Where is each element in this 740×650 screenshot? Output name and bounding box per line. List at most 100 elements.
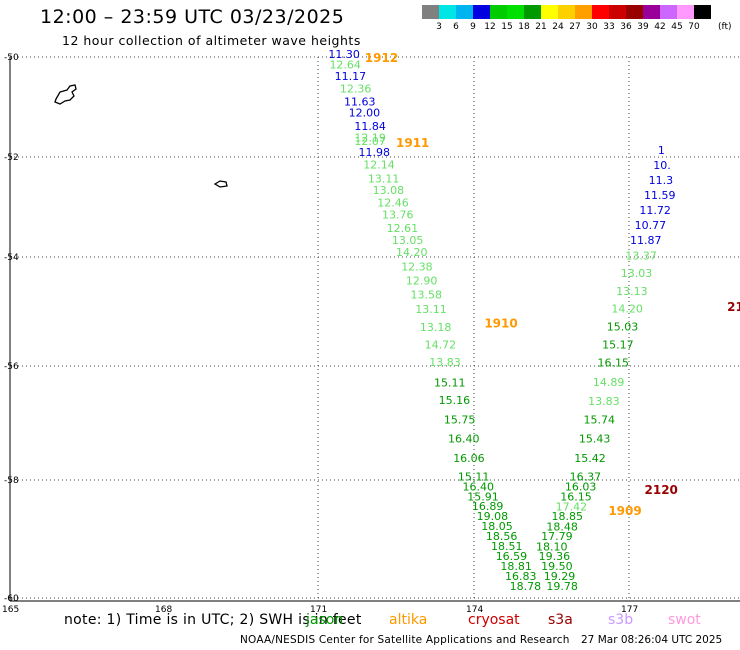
- swh-value: 12.36: [340, 83, 372, 96]
- swh-value: 10.77: [635, 219, 667, 232]
- swh-value: 12.14: [363, 159, 395, 172]
- satellite-legend-s3b: s3b: [608, 612, 634, 628]
- pass-label: 211: [727, 300, 740, 314]
- chart-title: 12:00 – 23:59 UTC 03/23/2025: [40, 6, 345, 28]
- swh-value: 18.85: [552, 510, 584, 523]
- colorbar-label: 70: [688, 22, 700, 32]
- swh-value: 12.61: [387, 222, 419, 235]
- satellite-legend-jason: jason: [306, 612, 344, 628]
- colorbar-label: 45: [671, 22, 683, 32]
- y-tick-label: -58: [4, 476, 19, 486]
- pass-label: 1911: [396, 136, 429, 150]
- swh-value: 14.20: [611, 303, 643, 316]
- x-tick-label: 174: [466, 605, 483, 615]
- swh-value: 16.59: [496, 550, 528, 563]
- swh-value: 16.06: [453, 452, 485, 465]
- island-outline: [54, 84, 77, 105]
- swh-value: 11.3: [649, 174, 674, 187]
- swh-value: 11.59: [644, 189, 676, 202]
- swh-value: 11.87: [630, 234, 662, 247]
- colorbar-label: 9: [470, 22, 476, 32]
- colorbar-swatch: [609, 5, 626, 19]
- swh-value: 15.17: [602, 339, 634, 352]
- swh-value: 18.78: [510, 580, 542, 593]
- colorbar-swatch: [439, 5, 456, 19]
- colorbar-swatch: [541, 5, 558, 19]
- y-tick-label: -60: [4, 594, 19, 604]
- island-outline: [213, 180, 228, 188]
- swh-value: 15.43: [579, 432, 611, 445]
- swh-value: 13.76: [382, 209, 414, 222]
- swh-value: 13.11: [368, 173, 400, 186]
- colorbar-label: 39: [637, 22, 649, 32]
- satellite-legend-swot: swot: [668, 612, 701, 628]
- colorbar-swatch: [643, 5, 660, 19]
- satellite-legend-s3a: s3a: [548, 612, 573, 628]
- swh-value: 13.11: [415, 303, 447, 316]
- colorbar-label: 33: [603, 22, 615, 32]
- pass-label: 1909: [608, 504, 641, 518]
- swh-value: 17.79: [541, 530, 573, 543]
- swh-value: 11.17: [335, 70, 367, 83]
- swh-value: 19.78: [546, 580, 578, 593]
- colorbar-swatch: [524, 5, 541, 19]
- swh-value: 10.: [653, 159, 671, 172]
- swh-value: 18.81: [500, 560, 531, 573]
- swh-value: 15.03: [607, 321, 639, 334]
- swh-value: 11.63: [344, 96, 376, 109]
- colorbar-swatch: [422, 5, 439, 19]
- swh-value: 19.36: [539, 550, 571, 563]
- colorbar-label: 36: [620, 22, 632, 32]
- swh-value: 11.30: [328, 48, 360, 61]
- chart-subtitle: 12 hour collection of altimeter wave hei…: [62, 33, 361, 48]
- pass-label: 1910: [484, 316, 517, 330]
- colorbar-swatch: [677, 5, 694, 19]
- swh-value: 19.29: [544, 570, 576, 583]
- colorbar-label: 30: [586, 22, 598, 32]
- colorbar-swatch: [490, 5, 507, 19]
- swh-value: 16.40: [448, 432, 480, 445]
- swh-value: 15.91: [467, 490, 499, 503]
- swh-value: 13.13: [616, 285, 648, 298]
- swh-value: 13.05: [392, 234, 424, 247]
- footer-credit: NOAA/NESDIS Center for Satellite Applica…: [240, 634, 570, 646]
- colorbar-swatch: [456, 5, 473, 19]
- swh-value: 12.07: [354, 135, 386, 148]
- colorbar-label: 27: [569, 22, 581, 32]
- y-tick-label: -56: [4, 362, 19, 372]
- colorbar-label: 18: [518, 22, 530, 32]
- swh-value: 13.08: [373, 184, 405, 197]
- swh-value: 18.56: [486, 530, 517, 543]
- y-tick-label: -52: [4, 153, 19, 163]
- y-tick-label: -50: [4, 53, 19, 63]
- swh-value: 13.18: [420, 321, 452, 334]
- swh-value: 15.16: [439, 394, 471, 407]
- colorbar-swatch: [626, 5, 643, 19]
- swh-value: 16.37: [570, 470, 602, 483]
- swh-value: 13.58: [411, 288, 443, 301]
- colorbar-swatch: [592, 5, 609, 19]
- swh-value: 19.08: [477, 510, 509, 523]
- x-tick-label: 177: [621, 605, 638, 615]
- swh-value: 16.40: [463, 480, 495, 493]
- colorbar-swatch: [507, 5, 524, 19]
- swh-value: 11.72: [639, 204, 671, 217]
- swh-value: 18.48: [546, 520, 578, 533]
- footer-timestamp: 27 Mar 08:26:04 UTC 2025: [581, 634, 723, 646]
- swh-value: 17.42: [556, 500, 588, 513]
- swh-value: 16.83: [505, 570, 537, 583]
- swh-value: 13.37: [625, 250, 657, 263]
- colorbar-swatch: [473, 5, 490, 19]
- swh-value: 12.46: [377, 197, 409, 210]
- swh-value: 12.90: [406, 274, 438, 287]
- x-tick-label: 171: [310, 605, 327, 615]
- swh-value: 19.50: [541, 560, 573, 573]
- swh-value: 16.03: [565, 480, 597, 493]
- colorbar-swatch: [694, 5, 711, 19]
- swh-value: 14.20: [396, 246, 428, 259]
- swh-value: 18.51: [491, 540, 523, 553]
- swh-value: 12.64: [329, 59, 361, 72]
- swh-value: 11.98: [359, 146, 391, 159]
- swh-value: 15.42: [574, 452, 606, 465]
